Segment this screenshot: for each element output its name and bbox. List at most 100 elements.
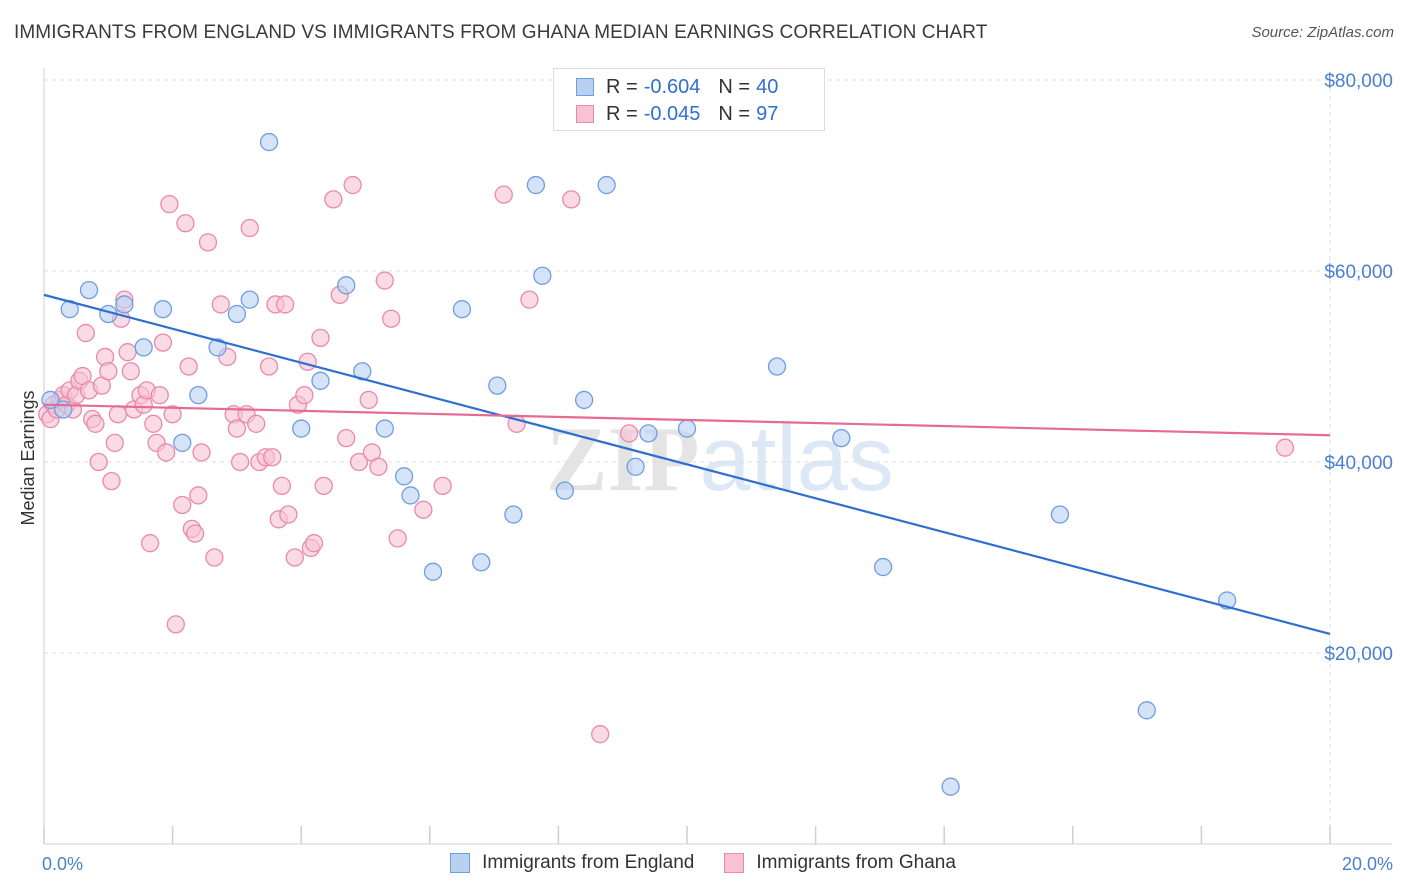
- source-credit: Source: ZipAtlas.com: [1251, 24, 1394, 41]
- ghana-point: [324, 190, 343, 209]
- ghana-point: [86, 414, 105, 433]
- y-tick-label: $80,000: [1324, 71, 1393, 92]
- ghana-point: [157, 443, 176, 462]
- england-point: [767, 357, 787, 376]
- ghana-point: [192, 443, 211, 462]
- legend-r-value: -0.604: [643, 75, 701, 98]
- ghana-point: [185, 524, 205, 543]
- ghana-point: [311, 328, 330, 348]
- ghana-point: [108, 405, 128, 424]
- ghana-point: [359, 390, 378, 410]
- ghana-point: [349, 452, 369, 472]
- ghana-point: [102, 471, 121, 491]
- legend-item-ghana[interactable]: Immigrants from Ghana: [724, 852, 956, 874]
- england-point: [423, 562, 443, 581]
- ghana-point: [240, 218, 259, 238]
- england-point: [452, 300, 472, 319]
- legend-n-label: N =: [718, 75, 751, 98]
- y-tick-label: $40,000: [1324, 453, 1393, 474]
- ghana-point: [591, 725, 610, 744]
- legend-row-ghana: R = -0.045 N = 97: [576, 102, 778, 126]
- england-point: [292, 419, 311, 438]
- ghana-point: [173, 495, 192, 515]
- legend-n-value: 97: [756, 102, 779, 125]
- ghana-point: [205, 548, 224, 567]
- legend-n-label: N =: [718, 102, 751, 125]
- ghana-point: [520, 290, 539, 309]
- x-tick-label: 20.0%: [1342, 854, 1393, 874]
- ghana-point: [198, 233, 218, 252]
- england-points: [41, 132, 1237, 796]
- england-point: [337, 276, 356, 295]
- ghana-point: [375, 271, 394, 290]
- england-point: [394, 467, 414, 486]
- england-point: [54, 400, 73, 419]
- ghana-point: [160, 194, 179, 214]
- england-point: [173, 433, 192, 453]
- legend-label-england: Immigrants from England: [482, 852, 695, 873]
- y-tick-label: $20,000: [1324, 644, 1393, 665]
- legend-r-label: R =: [606, 75, 638, 98]
- tick-labels: $20,000 $40,000 $60,000 $80,000 0.0% 20.0%: [42, 71, 1393, 874]
- legend-swatch-ghana: [576, 105, 594, 123]
- england-point: [526, 175, 546, 195]
- legend-swatch-england: [576, 78, 594, 96]
- ghana-point: [343, 175, 362, 195]
- legend-r-label: R =: [606, 102, 638, 125]
- ghana-point: [140, 534, 160, 553]
- england-point: [153, 300, 173, 319]
- england-point: [79, 280, 99, 300]
- ghana-point: [166, 615, 185, 634]
- england-point: [597, 175, 616, 195]
- england-point: [832, 428, 851, 448]
- ghana-point: [118, 343, 137, 362]
- ghana-point: [105, 433, 124, 453]
- ghana-point: [275, 295, 295, 314]
- england-point: [189, 385, 208, 405]
- ghana-point: [263, 448, 282, 467]
- legend-item-england[interactable]: Immigrants from England: [450, 852, 694, 874]
- england-point: [311, 371, 330, 390]
- ghana-point: [369, 457, 388, 476]
- ghana-point: [247, 414, 266, 433]
- england-point: [639, 424, 658, 443]
- england-point: [574, 390, 594, 410]
- legend-r-value: -0.045: [643, 102, 701, 125]
- chart-title: IMMIGRANTS FROM ENGLAND VS IMMIGRANTS FR…: [14, 22, 988, 43]
- england-point: [533, 266, 552, 285]
- ghana-point: [304, 534, 324, 553]
- england-point: [208, 338, 227, 357]
- ghana-point: [230, 452, 250, 472]
- legend-label-ghana: Immigrants from Ghana: [756, 852, 956, 873]
- ghana-point: [179, 357, 198, 376]
- ghana-point: [388, 529, 407, 548]
- ghana-point: [619, 424, 639, 443]
- axes: [43, 68, 1392, 845]
- ghana-point: [211, 295, 230, 314]
- ghana-point: [1275, 438, 1295, 457]
- series-legend: Immigrants from England Immigrants from …: [0, 852, 1406, 874]
- ghana-point: [189, 486, 208, 505]
- trend-lines: [43, 293, 1331, 635]
- england-point: [677, 419, 697, 438]
- england-point: [488, 376, 507, 395]
- england-point: [504, 505, 523, 524]
- ghana-point: [99, 362, 118, 381]
- ghana-point: [314, 476, 333, 496]
- ghana-point: [295, 385, 314, 405]
- ghana-point: [337, 428, 356, 448]
- ghana-point: [176, 214, 195, 233]
- england-point: [472, 553, 491, 572]
- ghana-point: [153, 333, 173, 352]
- england-point: [626, 457, 645, 476]
- england-point: [1050, 505, 1070, 524]
- ghana-point: [150, 385, 169, 405]
- england-point: [1137, 701, 1156, 720]
- ghana-point: [433, 476, 452, 496]
- england-point: [259, 132, 279, 152]
- england-point: [134, 338, 153, 357]
- legend-swatch-ghana: [724, 853, 745, 873]
- ghana-point: [76, 323, 95, 343]
- stats-legend: R = -0.604 N = 40 R = -0.045 N = 97: [553, 68, 825, 131]
